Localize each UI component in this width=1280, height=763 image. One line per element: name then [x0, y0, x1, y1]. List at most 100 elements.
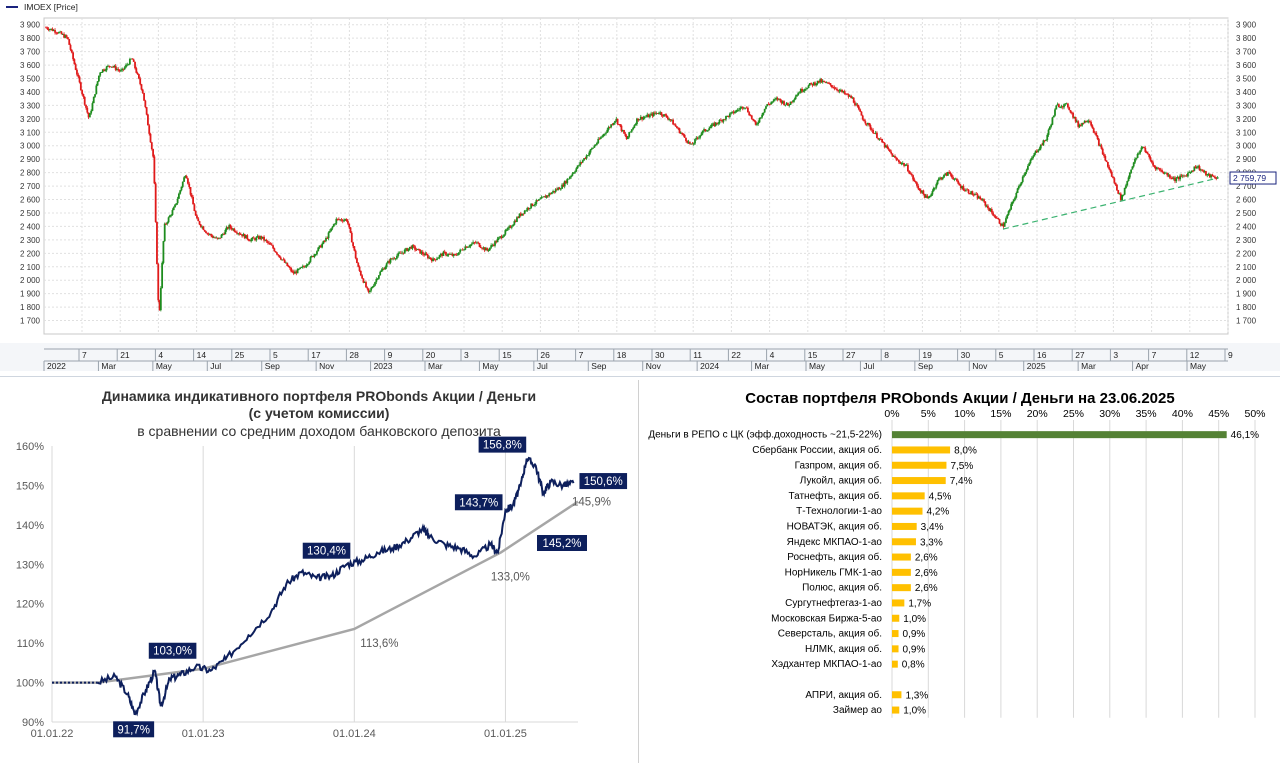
imoex-candle	[563, 181, 566, 187]
imoex-candle	[1210, 174, 1213, 178]
portfolio-label: 156,8%	[483, 440, 522, 452]
imoex-candle	[1139, 150, 1142, 154]
imoex-y-tick-left: 1 900	[20, 290, 41, 299]
imoex-candle	[492, 245, 495, 246]
imoex-candle	[157, 264, 160, 301]
imoex-candle	[575, 168, 578, 172]
imoex-candle	[399, 252, 402, 254]
imoex-candle	[54, 30, 56, 33]
imoex-candle	[1159, 169, 1162, 171]
imoex-candle	[913, 179, 916, 182]
imoex-candle	[366, 287, 369, 289]
imoex-candle	[708, 128, 711, 131]
imoex-candle	[779, 98, 782, 101]
imoex-candle	[1057, 104, 1060, 108]
imoex-y-tick-left: 3 400	[20, 88, 41, 97]
imoex-candle	[144, 100, 147, 108]
imoex-candle	[460, 249, 463, 251]
imoex-chart[interactable]: 1 700 1 700 1 800 1 800 1 900 1 900 2 000 2 000…	[0, 0, 1280, 376]
imoex-candle	[452, 254, 455, 256]
imoex-x-day-tick: 19	[922, 350, 932, 360]
imoex-y-tick-left: 1 700	[20, 317, 41, 326]
imoex-candle	[417, 248, 420, 250]
imoex-candle	[291, 271, 294, 273]
composition-x-tick: 25%	[1063, 408, 1084, 420]
imoex-candle	[397, 253, 400, 256]
imoex-x-period-label: Nov	[646, 361, 662, 371]
imoex-candle	[171, 210, 174, 215]
imoex-candle	[842, 91, 845, 93]
imoex-candle	[1011, 201, 1014, 205]
imoex-candle	[1069, 110, 1072, 113]
imoex-candle	[727, 115, 730, 117]
imoex-candle	[158, 300, 161, 311]
imoex-candle	[584, 158, 587, 159]
imoex-candle	[628, 132, 631, 137]
composition-bar	[892, 660, 898, 668]
imoex-candle	[1094, 132, 1096, 134]
imoex-candle	[107, 65, 109, 67]
composition-category: НорНикель ГМК-1-ао	[785, 567, 883, 578]
imoex-candle	[848, 95, 851, 97]
imoex-x-period-label: Sep	[591, 361, 606, 371]
imoex-candle	[145, 107, 148, 115]
composition-category: Хэдхантер МКПАО-1-ао	[771, 659, 882, 670]
imoex-candle	[192, 196, 194, 205]
imoex-candle	[1023, 175, 1025, 177]
imoex-candle	[781, 101, 784, 104]
imoex-x-day-tick: 3	[464, 350, 469, 360]
imoex-candle	[248, 240, 251, 242]
imoex-candle	[1002, 223, 1005, 227]
imoex-candle	[677, 128, 680, 129]
imoex-candle	[163, 223, 166, 242]
imoex-candle	[1086, 121, 1089, 123]
imoex-candle	[176, 198, 179, 204]
imoex-candle	[208, 234, 211, 235]
imoex-candle	[296, 268, 299, 274]
imoex-candle	[588, 152, 591, 156]
portfolio-dynamics-panel: Динамика индикативного портфеля PRObonds…	[0, 380, 639, 763]
imoex-candle	[606, 129, 609, 133]
composition-bar	[892, 538, 916, 546]
imoex-candle	[408, 246, 411, 249]
imoex-candle	[55, 32, 58, 34]
imoex-candle	[638, 119, 641, 121]
imoex-candle	[455, 254, 458, 256]
imoex-plot-area	[43, 17, 1229, 335]
imoex-candle	[838, 90, 841, 92]
imoex-candle	[1144, 147, 1147, 152]
imoex-candle	[874, 132, 877, 134]
imoex-candle	[646, 114, 649, 117]
composition-bar	[892, 630, 899, 638]
imoex-candle	[589, 149, 592, 153]
imoex-candle	[1076, 121, 1078, 123]
imoex-candle	[1006, 214, 1009, 219]
imoex-candle	[1066, 103, 1069, 108]
imoex-candle	[474, 242, 477, 244]
imoex-candle	[50, 28, 53, 30]
imoex-candle	[846, 93, 849, 95]
composition-value-label: 2,6%	[915, 568, 938, 579]
imoex-candle	[930, 194, 933, 196]
imoex-candle	[599, 137, 602, 139]
composition-chart-title: Состав портфеля PRObonds Акции / Деньги …	[745, 390, 1175, 407]
imoex-candle	[370, 288, 373, 291]
imoex-candle	[685, 137, 687, 141]
imoex-candle	[757, 122, 760, 125]
imoex-y-tick-left: 3 900	[20, 21, 41, 30]
imoex-x-day-tick: 3	[1113, 350, 1118, 360]
imoex-candle	[608, 127, 611, 129]
imoex-candle	[165, 223, 167, 225]
imoex-candle	[686, 140, 689, 143]
imoex-candle	[189, 187, 192, 195]
imoex-candle	[959, 185, 962, 189]
imoex-candle	[597, 138, 600, 143]
imoex-candle	[909, 173, 912, 175]
composition-category: АПРИ, акция об.	[805, 689, 882, 701]
imoex-candle	[443, 251, 446, 253]
imoex-candle	[87, 112, 90, 118]
imoex-candle	[125, 64, 127, 68]
imoex-candle	[318, 245, 321, 248]
imoex-candle	[367, 288, 370, 292]
imoex-candle	[1190, 170, 1193, 172]
